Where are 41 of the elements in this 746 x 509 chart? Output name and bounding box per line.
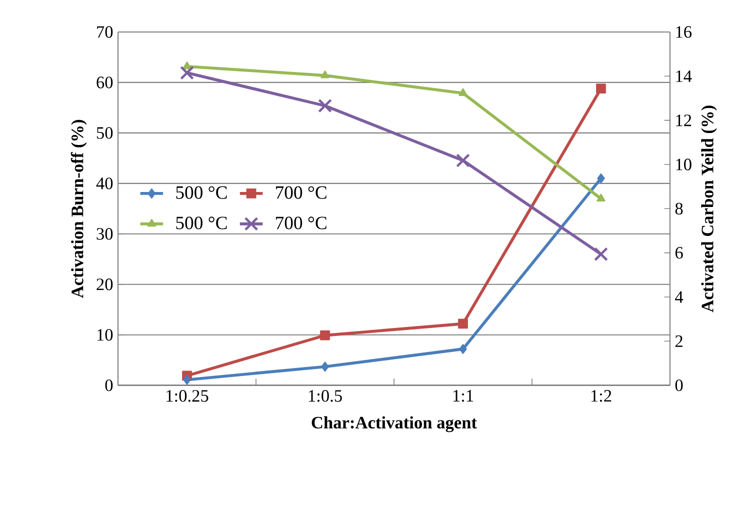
y2-axis-title: Activated Carbon Yeild (%) xyxy=(701,106,717,312)
point xyxy=(321,362,329,372)
x-tick-label: 1:2 xyxy=(591,390,612,402)
y-tick-label: 20 xyxy=(96,278,113,290)
x-tick-label: 1:0.5 xyxy=(308,390,342,402)
y2-tick-label: 10 xyxy=(676,158,692,170)
y2-tick-label: 4 xyxy=(675,291,684,303)
point xyxy=(459,344,467,354)
point xyxy=(596,83,606,94)
y-tick-label: 40 xyxy=(96,177,113,190)
y2-tick-label: 6 xyxy=(675,246,683,258)
legend-label: 700 °C xyxy=(276,216,326,230)
point xyxy=(320,330,330,340)
x-axis-title: Char:Activation agent xyxy=(312,416,477,432)
legend-label: 500 °C xyxy=(176,216,227,230)
y-axis-title: Activation Burn-off (%) xyxy=(70,120,87,298)
y2-tick-label: 14 xyxy=(676,70,692,82)
x-tick-label: 1:1 xyxy=(453,390,474,402)
point xyxy=(458,318,468,329)
y-tick-label: 70 xyxy=(97,26,113,38)
y-tick-label: 50 xyxy=(96,126,113,139)
x-tick-label: 1:0.25 xyxy=(166,390,208,402)
y-tick-label: 30 xyxy=(96,228,113,240)
y2-tick-label: 2 xyxy=(675,335,682,347)
point xyxy=(594,247,608,261)
y-tick-label: 0 xyxy=(105,379,113,392)
point xyxy=(180,66,194,80)
point xyxy=(183,374,191,385)
y2-tick-label: 16 xyxy=(676,26,692,38)
point xyxy=(597,173,605,184)
y2-tick-label: 12 xyxy=(676,114,692,126)
point xyxy=(320,70,330,78)
point xyxy=(596,194,606,202)
point xyxy=(458,88,468,96)
legend-label: 700 °C xyxy=(276,186,326,199)
point xyxy=(456,154,470,168)
y2-tick-label: 0 xyxy=(675,379,683,392)
y-tick-label: 60 xyxy=(96,76,113,88)
y2-tick-label: 8 xyxy=(675,202,683,214)
legend-label: 500 °C xyxy=(176,186,227,199)
y-tick-label: 10 xyxy=(97,328,113,341)
